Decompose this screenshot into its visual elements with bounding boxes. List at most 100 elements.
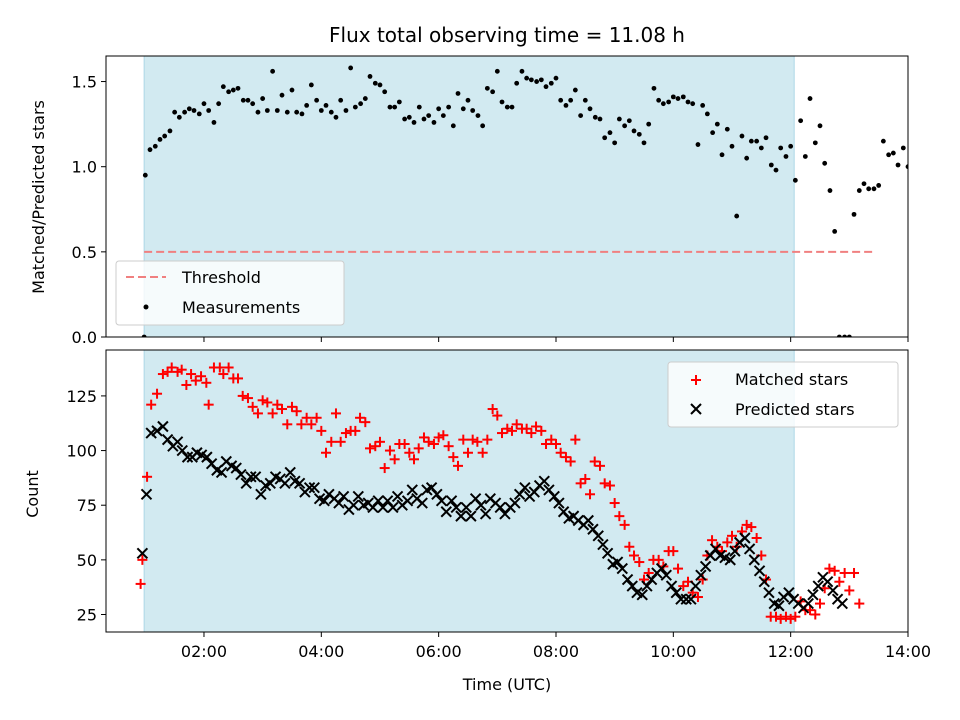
predicted-point (763, 586, 775, 599)
predicted-point (724, 554, 736, 566)
matched-point (541, 439, 552, 449)
measurement-point (377, 82, 383, 88)
measurement-point (514, 80, 520, 86)
predicted-point (431, 488, 443, 500)
predicted-point (582, 514, 594, 527)
predicted-point (821, 576, 834, 588)
measurement-point (328, 109, 334, 115)
panel-ratio: 0.0 0.5 1.0 1.5 Matched/Predicted stars Thr… (29, 55, 909, 347)
counts-xlabel: Time (UTC) (462, 675, 551, 694)
measurement-point (367, 74, 373, 79)
measurement-point (270, 68, 276, 74)
measurement-point (890, 150, 896, 156)
measurement-point (465, 97, 471, 103)
measurement-point (636, 131, 642, 137)
matched-point (379, 463, 390, 474)
measurement-point (172, 109, 178, 115)
measurement-point (670, 94, 676, 100)
measurement-point (876, 183, 882, 188)
measurement-point (842, 334, 848, 337)
measurement-point (182, 109, 188, 115)
matched-point (746, 522, 757, 533)
measurement-point (308, 82, 314, 88)
measurement-point (768, 162, 774, 168)
measurement-point (431, 120, 437, 125)
matched-point (214, 362, 225, 373)
matched-point (453, 460, 464, 471)
measurement-point (396, 99, 402, 105)
counts-xtick-label: 02:00 (181, 642, 227, 661)
ratio-ylabel: Matched/Predicted stars (29, 100, 48, 294)
measurement-point (426, 113, 432, 119)
measurement-point (626, 118, 632, 124)
predicted-point (773, 600, 785, 612)
measurement-point (186, 106, 192, 112)
matched-point (262, 397, 273, 408)
measurement-point (651, 85, 657, 91)
legend-measurements-label: Measurements (182, 298, 300, 317)
measurement-point (323, 102, 329, 108)
measurement-point (538, 77, 544, 83)
matched-point (467, 434, 478, 445)
matched-point (506, 425, 517, 436)
matched-point (166, 362, 177, 373)
measurement-point (279, 92, 285, 98)
matched-point (418, 432, 429, 443)
measurement-point (587, 106, 593, 112)
matched-point (152, 388, 163, 399)
matched-point (181, 379, 192, 390)
measurement-point (162, 133, 168, 139)
matched-point (413, 443, 424, 454)
matched-point (829, 565, 840, 576)
measurement-point (475, 113, 481, 119)
measurement-point (602, 135, 608, 141)
measurement-point (563, 102, 569, 108)
matched-point (404, 447, 415, 458)
measurement-point (597, 116, 603, 122)
measurement-point (392, 104, 398, 110)
matched-point (233, 373, 244, 384)
predicted-point (416, 497, 428, 509)
matched-point (135, 578, 146, 589)
measurement-point (220, 84, 226, 90)
measurement-point (264, 108, 270, 113)
measurement-point (719, 152, 725, 158)
predicted-point (729, 545, 741, 557)
matched-point (678, 581, 689, 592)
measurement-point (695, 142, 701, 147)
measurement-point (641, 140, 647, 146)
matched-point (316, 425, 327, 436)
measurement-point (739, 133, 745, 139)
measurement-point (421, 116, 427, 122)
matched-point (785, 613, 796, 624)
measurement-point (416, 104, 422, 110)
predicted-point (836, 597, 848, 610)
matched-point (726, 530, 737, 541)
measurement-point (861, 181, 867, 187)
measurement-point (499, 99, 505, 105)
predicted-point (435, 495, 448, 507)
predicted-point (626, 580, 638, 592)
predicted-point (621, 573, 634, 586)
measurement-point (792, 177, 798, 183)
matched-point (201, 377, 212, 388)
measurement-point (866, 186, 872, 192)
matched-point (326, 436, 337, 447)
predicted-point (391, 490, 404, 503)
measurement-point (578, 113, 584, 119)
legend-predicted-label: Predicted stars (735, 400, 855, 419)
measurement-point (358, 101, 364, 107)
matched-point (296, 419, 307, 430)
legend-measurements-swatch (143, 304, 149, 310)
counts-xtick-label: 10:00 (650, 642, 696, 661)
matched-point (186, 369, 197, 380)
matched-point (565, 456, 576, 467)
matched-point (722, 537, 733, 548)
matched-point (272, 399, 283, 410)
matched-point (834, 576, 845, 587)
measurement-point (333, 114, 339, 120)
measurement-point (157, 137, 163, 142)
predicted-point (748, 554, 760, 566)
matched-point (247, 401, 258, 412)
matched-point (619, 519, 630, 530)
